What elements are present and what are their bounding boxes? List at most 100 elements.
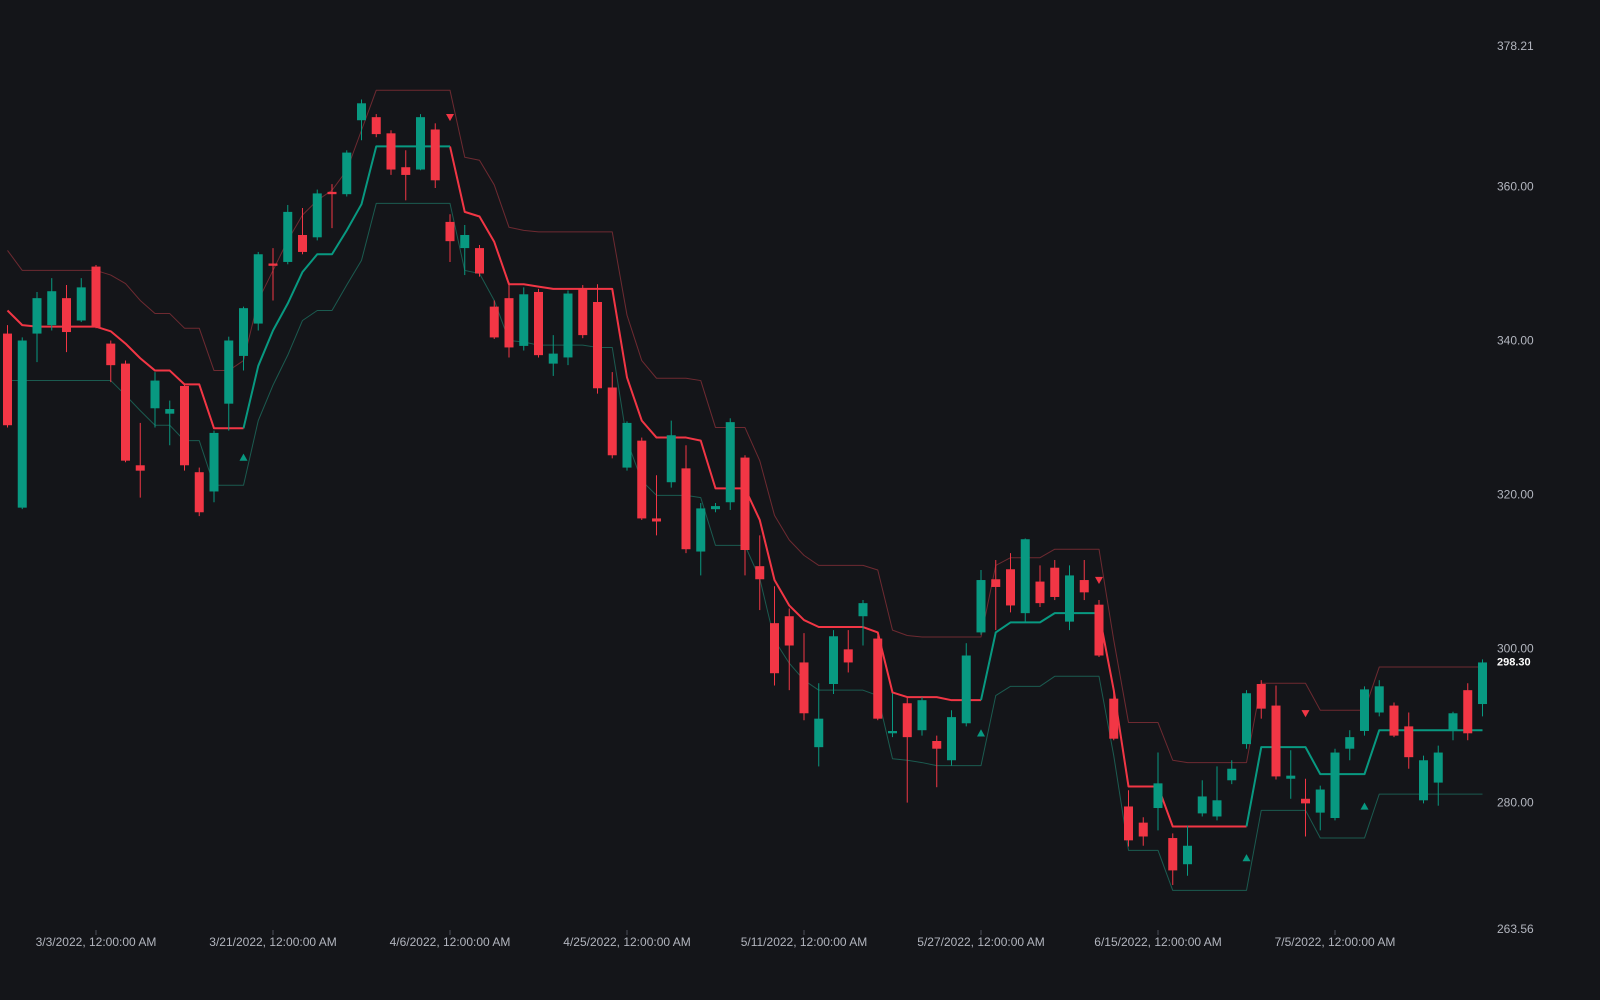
signal-marker xyxy=(446,113,454,122)
candle-body xyxy=(1315,789,1325,813)
candle-body xyxy=(47,291,57,326)
candle-body xyxy=(593,302,602,389)
candle-body xyxy=(401,167,411,175)
candle-body xyxy=(1183,845,1192,865)
candle-body xyxy=(622,422,632,468)
candle-body xyxy=(711,506,720,510)
candle-body xyxy=(1050,567,1060,597)
candle-body xyxy=(298,234,307,252)
candle-body xyxy=(150,380,160,409)
candle-body xyxy=(504,298,514,348)
candle-body xyxy=(91,266,101,328)
candle-body xyxy=(666,435,676,483)
candle-body xyxy=(725,422,735,503)
candle-body xyxy=(165,409,175,414)
candle-body xyxy=(1138,822,1148,837)
x-tick-label: 5/27/2022, 12:00:00 AM xyxy=(917,935,1044,949)
candle-body xyxy=(1242,693,1251,745)
y-tick-label: 320.00 xyxy=(1497,487,1534,501)
signal-marker xyxy=(1301,710,1310,718)
candle-body xyxy=(1256,684,1266,709)
last-price-label: 298.30 xyxy=(1497,656,1531,668)
candle-body xyxy=(563,293,573,358)
signal-marker xyxy=(1095,576,1103,585)
candle-body xyxy=(829,636,838,685)
indicator-lines xyxy=(6,89,1483,891)
candle-body xyxy=(932,741,942,749)
x-tick-label: 3/21/2022, 12:00:00 AM xyxy=(209,935,336,949)
candle-body xyxy=(1419,760,1428,801)
candle-body xyxy=(1035,581,1045,604)
candle-body xyxy=(3,333,12,426)
candle-body xyxy=(888,730,897,734)
candle-body xyxy=(858,603,868,617)
x-tick-label: 4/25/2022, 12:00:00 AM xyxy=(563,935,690,949)
candle-body xyxy=(416,117,425,170)
x-tick-label: 3/3/2022, 12:00:00 AM xyxy=(36,935,157,949)
candle-body xyxy=(770,623,779,674)
candle-body xyxy=(386,133,396,170)
candle-body xyxy=(740,457,750,550)
candle-body xyxy=(843,649,853,663)
candle-body xyxy=(1124,806,1133,841)
indicator-line xyxy=(7,89,1483,764)
candle-body xyxy=(121,363,130,461)
candle-body xyxy=(17,340,27,508)
candle-body xyxy=(489,306,499,338)
candle-body xyxy=(607,387,617,456)
candle-body xyxy=(1345,737,1355,749)
candle-body xyxy=(519,294,529,346)
candle-body xyxy=(62,298,71,333)
y-tick-label: 378.21 xyxy=(1497,39,1534,53)
candle-body xyxy=(799,662,809,714)
indicator-line xyxy=(242,145,1483,827)
candle-body xyxy=(917,700,927,731)
candle-body xyxy=(1094,604,1104,656)
x-tick-label: 7/5/2022, 12:00:00 AM xyxy=(1275,935,1396,949)
candle-body xyxy=(696,508,706,552)
candle-body xyxy=(961,655,971,724)
candle-body xyxy=(371,117,381,135)
candle-body xyxy=(1079,580,1089,593)
x-tick-label: 6/15/2022, 12:00:00 AM xyxy=(1094,935,1221,949)
candle-body xyxy=(976,580,986,633)
candle-body xyxy=(1271,705,1281,777)
x-tick-label: 4/6/2022, 12:00:00 AM xyxy=(390,935,511,949)
signal-marker xyxy=(1242,854,1251,862)
candle-body xyxy=(755,566,765,580)
candle-body xyxy=(1433,752,1443,783)
candle-body xyxy=(681,468,691,550)
candle-body xyxy=(991,579,1001,587)
candle-body xyxy=(357,103,366,121)
candle-body xyxy=(1301,798,1310,804)
y-tick-label: 263.56 xyxy=(1497,922,1534,936)
candle-body xyxy=(1389,705,1399,736)
candle-body xyxy=(1330,752,1340,819)
candle-body xyxy=(135,465,145,471)
y-tick-label: 340.00 xyxy=(1497,333,1534,347)
candle-body xyxy=(475,248,484,274)
candle-body xyxy=(32,298,42,334)
candle-body xyxy=(445,221,455,242)
candle-body xyxy=(1006,569,1015,606)
candle-body xyxy=(1020,539,1030,614)
candles xyxy=(3,99,1487,886)
candle-body xyxy=(430,129,440,181)
candle-body xyxy=(1227,768,1237,781)
candle-body xyxy=(873,638,883,719)
candle-body xyxy=(548,353,558,364)
signal-marker xyxy=(977,729,985,737)
candle-body xyxy=(902,703,912,738)
candle-body xyxy=(1463,690,1473,734)
candle-body xyxy=(1065,575,1074,622)
candle-body xyxy=(637,440,647,519)
candle-body xyxy=(180,385,189,466)
signal-marker xyxy=(239,453,248,461)
signal-marker xyxy=(1360,802,1369,810)
y-tick-label: 360.00 xyxy=(1497,179,1534,193)
candle-body xyxy=(1286,775,1296,779)
y-tick-label: 280.00 xyxy=(1497,796,1534,810)
candle-body xyxy=(1360,689,1369,731)
